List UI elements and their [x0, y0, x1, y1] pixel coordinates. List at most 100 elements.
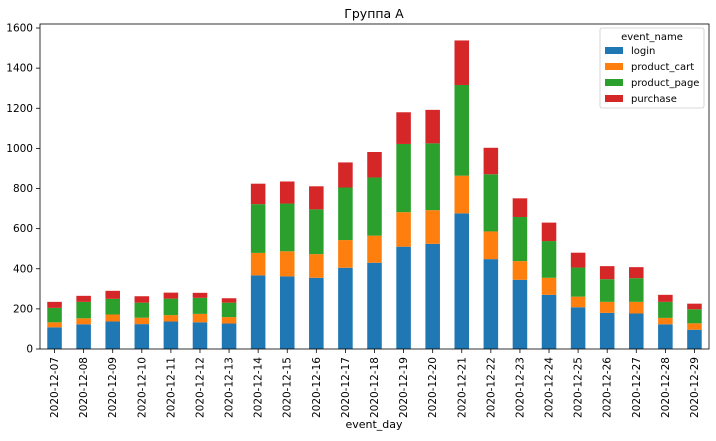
bar-segment-product-cart	[483, 231, 499, 260]
bar-segment-product-cart	[134, 317, 150, 325]
x-tick-label: 2020-12-28	[660, 357, 672, 418]
bar-segment-purchase	[47, 301, 62, 308]
bar-segment-login	[483, 259, 499, 349]
bar-segment-login	[76, 324, 91, 349]
bar-segment-login	[250, 275, 266, 349]
bar-segment-login	[221, 323, 237, 349]
bar-segment-login	[658, 324, 673, 349]
bar-segment-product-cart	[396, 212, 411, 247]
bars	[47, 40, 702, 349]
x-tick-label: 2020-12-15	[282, 357, 294, 418]
bar-segment-product-cart	[599, 301, 615, 313]
y-axis: 0 200 400 600 800 1000 1200 1400 1600	[6, 23, 40, 356]
bar-segment-login	[134, 324, 150, 349]
legend-label-login: login	[631, 46, 655, 57]
x-tick-label: 2020-12-14	[253, 357, 265, 418]
x-tick-label: 2020-12-26	[602, 357, 614, 418]
legend-label-purchase: purchase	[631, 94, 677, 105]
bar-segment-product-cart	[76, 318, 91, 325]
bar-segment-purchase	[629, 267, 644, 279]
bar-segment-purchase	[658, 294, 673, 302]
bar-segment-product-cart	[192, 313, 208, 323]
x-tick-label: 2020-12-21	[456, 357, 468, 418]
bar-segment-purchase	[425, 109, 440, 144]
bar-segment-login	[541, 294, 557, 349]
bar-segment-product-page	[76, 301, 91, 319]
bar-segment-login	[599, 312, 615, 349]
bar-segment-login	[512, 279, 528, 349]
bar-segment-product-page	[192, 297, 208, 314]
x-tick-label: 2020-12-20	[427, 357, 439, 418]
bar-segment-product-page	[454, 84, 470, 176]
bar-segment-product-cart	[309, 254, 324, 278]
bar-segment-product-page	[250, 204, 266, 253]
bar-segment-login	[629, 313, 644, 349]
bar-segment-product-cart	[163, 315, 179, 322]
bar-segment-purchase	[570, 252, 586, 268]
bar-segment-purchase	[687, 303, 702, 310]
bar-segment-product-cart	[541, 277, 557, 295]
y-tick-label: 400	[13, 263, 33, 275]
bar-segment-product-page	[309, 209, 324, 255]
bar-segment-login	[425, 243, 440, 349]
bar-segment-product-page	[425, 143, 440, 211]
bar-segment-product-cart	[658, 317, 673, 325]
x-tick-label: 2020-12-08	[78, 357, 90, 418]
x-tick-label: 2020-12-10	[136, 357, 148, 418]
bar-segment-purchase	[599, 266, 615, 280]
bar-segment-product-cart	[279, 251, 295, 277]
bar-segment-purchase	[76, 295, 91, 302]
y-tick-label: 1400	[6, 63, 33, 75]
bar-segment-purchase	[192, 292, 208, 298]
bar-segment-product-cart	[221, 317, 237, 324]
x-tick-label: 2020-12-22	[485, 357, 497, 418]
bar-segment-login	[687, 329, 702, 349]
legend-box	[599, 27, 705, 109]
bar-segment-purchase	[512, 198, 528, 217]
bar-segment-login	[396, 246, 411, 349]
bar-segment-product-page	[279, 203, 295, 252]
bar-segment-purchase	[483, 147, 499, 175]
bar-segment-product-page	[599, 279, 615, 302]
bar-segment-purchase	[396, 112, 411, 144]
y-tick-label: 1600	[6, 23, 33, 35]
plot-frame	[39, 23, 710, 350]
bar-segment-purchase	[367, 151, 382, 178]
y-tick-label: 200	[13, 303, 33, 315]
legend-title: event_name	[621, 32, 683, 43]
x-tick-label: 2020-12-24	[544, 357, 556, 418]
y-tick-label: 600	[13, 223, 33, 235]
bar-segment-product-cart	[512, 261, 528, 280]
bar-segment-purchase	[250, 183, 266, 205]
bar-segment-purchase	[134, 296, 150, 303]
y-tick-label: 1000	[6, 143, 33, 155]
x-axis-title: event_day	[345, 418, 403, 431]
bar-segment-product-cart	[105, 314, 120, 322]
y-tick-label: 1200	[6, 103, 33, 115]
bar-segment-purchase	[279, 181, 295, 204]
legend-swatch-product-page	[605, 79, 623, 86]
x-tick-label: 2020-12-11	[165, 357, 177, 418]
legend: event_name login product_cart product_page…	[599, 27, 705, 109]
bar-segment-product-cart	[367, 235, 382, 263]
bar-segment-login	[279, 276, 295, 349]
bar-segment-product-page	[483, 174, 499, 232]
bar-segment-product-cart	[454, 175, 470, 214]
bar-segment-login	[309, 277, 324, 349]
bar-segment-product-cart	[570, 296, 586, 308]
bar-segment-product-page	[570, 267, 586, 297]
bar-segment-product-page	[629, 278, 644, 302]
y-tick-label: 0	[26, 344, 33, 356]
x-tick-label: 2020-12-13	[224, 357, 236, 418]
bar-segment-product-cart	[425, 210, 440, 244]
x-tick-label: 2020-12-29	[689, 357, 701, 418]
bar-segment-login	[454, 213, 470, 349]
bar-segment-product-page	[541, 241, 557, 278]
bar-segment-purchase	[309, 186, 324, 210]
bar-segment-product-page	[338, 187, 353, 241]
x-tick-label: 2020-12-18	[369, 357, 381, 418]
x-tick-label: 2020-12-12	[194, 357, 206, 418]
bar-segment-product-cart	[629, 301, 644, 314]
